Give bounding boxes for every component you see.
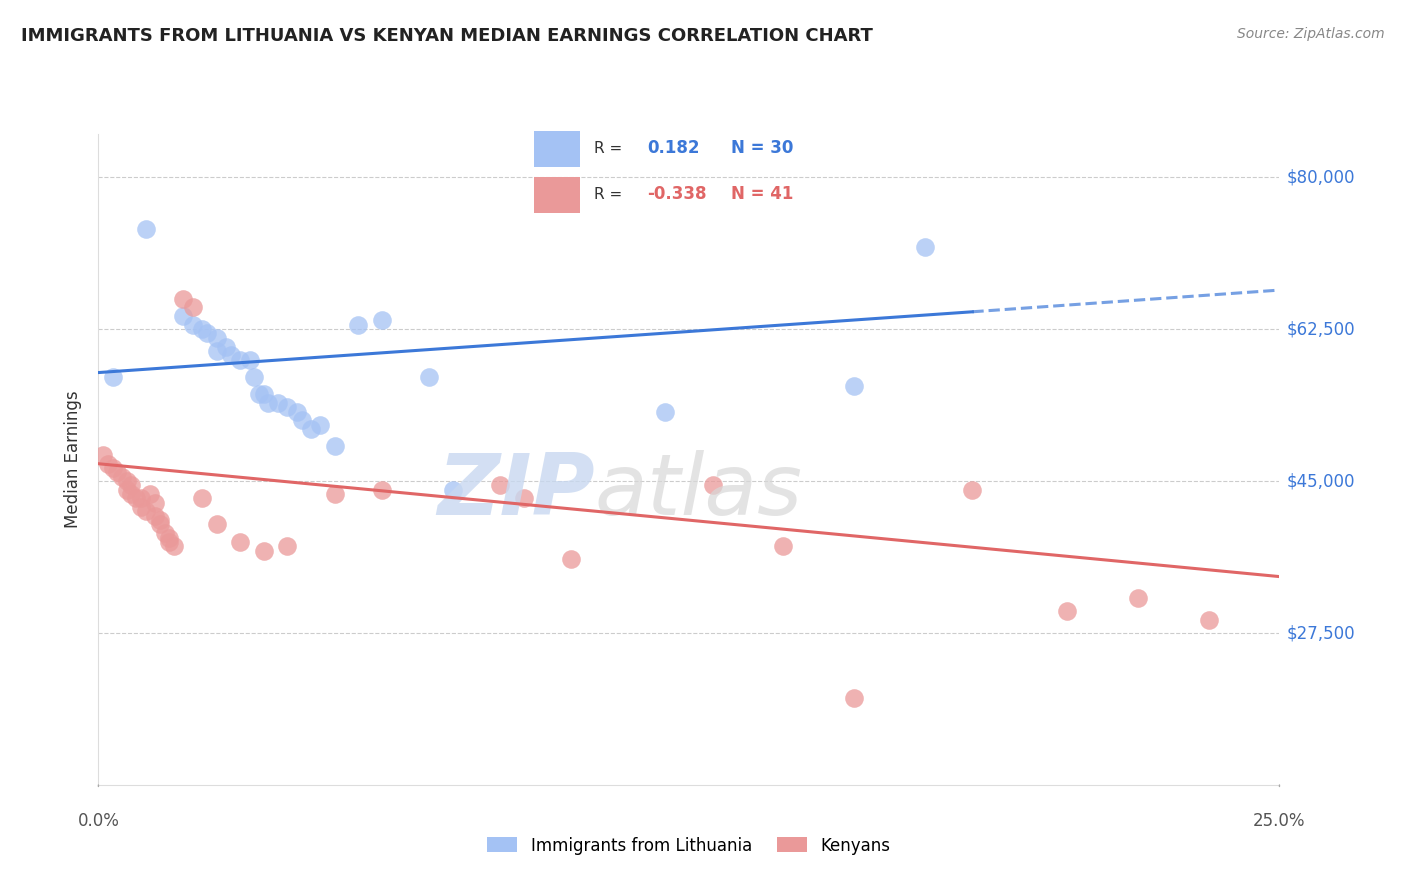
Point: [371, 313, 394, 327]
Point: [121, 487, 143, 501]
Point: [276, 539, 298, 553]
Point: [243, 370, 266, 384]
Point: [1056, 604, 1078, 618]
Text: $27,500: $27,500: [1286, 624, 1355, 642]
Point: [276, 401, 298, 415]
Text: IMMIGRANTS FROM LITHUANIA VS KENYAN MEDIAN EARNINGS CORRELATION CHART: IMMIGRANTS FROM LITHUANIA VS KENYAN MEDI…: [21, 27, 873, 45]
Point: [157, 531, 180, 545]
FancyBboxPatch shape: [534, 177, 581, 212]
Point: [489, 478, 512, 492]
Point: [129, 500, 152, 515]
Point: [97, 457, 120, 471]
Point: [257, 396, 280, 410]
Point: [121, 478, 143, 492]
Point: [191, 491, 214, 506]
Point: [229, 352, 252, 367]
Point: [163, 539, 186, 553]
Point: [143, 508, 166, 523]
Point: [323, 439, 346, 453]
Point: [1126, 591, 1149, 606]
Text: N = 41: N = 41: [731, 186, 793, 203]
Text: 0.182: 0.182: [647, 139, 699, 157]
Point: [239, 352, 262, 367]
Point: [654, 404, 676, 418]
Point: [323, 487, 346, 501]
Point: [299, 422, 322, 436]
Point: [1198, 613, 1220, 627]
Point: [172, 292, 194, 306]
Point: [702, 478, 724, 492]
FancyBboxPatch shape: [534, 130, 581, 167]
Point: [253, 387, 276, 401]
Text: R =: R =: [595, 141, 623, 155]
Point: [512, 491, 534, 506]
Point: [285, 404, 308, 418]
Text: N = 30: N = 30: [731, 139, 793, 157]
Point: [309, 417, 332, 432]
Point: [129, 491, 152, 506]
Y-axis label: Median Earnings: Median Earnings: [65, 391, 83, 528]
Point: [139, 487, 162, 501]
Point: [371, 483, 394, 497]
Legend: Immigrants from Lithuania, Kenyans: Immigrants from Lithuania, Kenyans: [481, 830, 897, 862]
Text: -0.338: -0.338: [647, 186, 706, 203]
Point: [143, 496, 166, 510]
Point: [215, 339, 238, 353]
Point: [125, 491, 148, 506]
Point: [219, 348, 242, 362]
Point: [253, 543, 276, 558]
Point: [111, 469, 134, 483]
Point: [560, 552, 582, 566]
Point: [290, 413, 312, 427]
Point: [115, 483, 138, 497]
Point: [205, 517, 228, 532]
Text: 0.0%: 0.0%: [77, 812, 120, 830]
Point: [191, 322, 214, 336]
Point: [914, 240, 936, 254]
Text: R =: R =: [595, 186, 623, 202]
Point: [172, 309, 194, 323]
Point: [105, 466, 128, 480]
Point: [135, 504, 157, 518]
Point: [91, 448, 114, 462]
Point: [101, 461, 124, 475]
Point: [149, 517, 172, 532]
Text: $45,000: $45,000: [1286, 472, 1355, 490]
Point: [247, 387, 270, 401]
Point: [418, 370, 440, 384]
Point: [181, 301, 204, 315]
Point: [205, 343, 228, 358]
Text: $62,500: $62,500: [1286, 320, 1355, 338]
Point: [844, 691, 866, 706]
Point: [347, 318, 370, 332]
Point: [135, 222, 157, 236]
Point: [115, 474, 138, 488]
Text: atlas: atlas: [595, 450, 803, 533]
Point: [844, 378, 866, 392]
Point: [772, 539, 794, 553]
Point: [149, 513, 172, 527]
Point: [441, 483, 464, 497]
Point: [153, 526, 176, 541]
Text: Source: ZipAtlas.com: Source: ZipAtlas.com: [1237, 27, 1385, 41]
Point: [195, 326, 218, 341]
Text: $80,000: $80,000: [1286, 169, 1355, 186]
Point: [157, 534, 180, 549]
Point: [101, 370, 124, 384]
Point: [229, 534, 252, 549]
Point: [205, 331, 228, 345]
Point: [962, 483, 984, 497]
Text: ZIP: ZIP: [437, 450, 595, 533]
Point: [267, 396, 290, 410]
Point: [181, 318, 204, 332]
Text: 25.0%: 25.0%: [1253, 812, 1306, 830]
